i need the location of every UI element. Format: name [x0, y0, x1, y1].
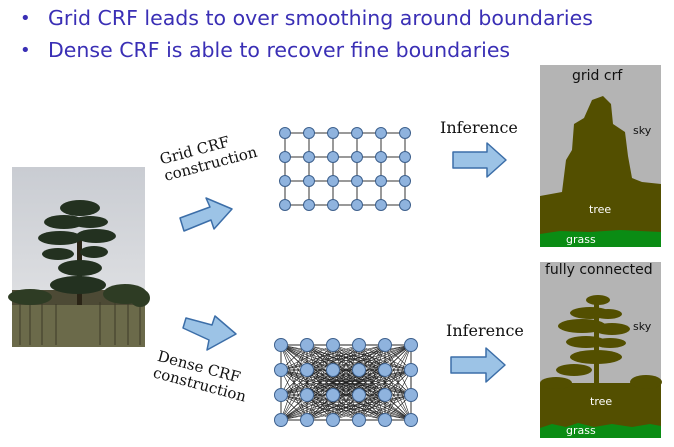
grid-node	[279, 175, 291, 187]
dense-node	[274, 338, 288, 352]
dense-edge	[332, 344, 412, 371]
dense-node	[326, 388, 340, 402]
grid-node	[399, 199, 411, 211]
dense-node	[378, 388, 392, 402]
dense-node	[300, 413, 314, 427]
dense-edge	[358, 394, 412, 421]
grid-crf-title: grid crf	[572, 68, 623, 84]
grid-node	[327, 127, 339, 139]
dense-node	[274, 413, 288, 427]
dense-node	[404, 413, 418, 427]
dense-edge	[280, 369, 334, 396]
grid-node	[303, 127, 315, 139]
fully-connected-title: fully connected	[545, 262, 653, 278]
grid-node	[375, 175, 387, 187]
inference-label-top: Inference	[440, 118, 518, 137]
grid-node	[279, 151, 291, 163]
tree-photo	[8, 167, 150, 347]
dense-edge	[332, 394, 412, 421]
dense-node	[300, 363, 314, 377]
dense-tree-label: tree	[590, 395, 613, 408]
bullet-dot: •	[20, 7, 31, 29]
dense-edge	[306, 394, 412, 421]
dense-node	[326, 338, 340, 352]
dense-node	[404, 338, 418, 352]
dense-node	[352, 363, 366, 377]
grid-node	[303, 175, 315, 187]
dense-node	[300, 338, 314, 352]
dense-node	[326, 363, 340, 377]
grid-sky-label: sky	[633, 124, 652, 137]
dense-node	[378, 338, 392, 352]
dense-grass-label: grass	[566, 424, 596, 437]
dense-edge	[280, 344, 334, 371]
inference-arrow-top	[452, 142, 507, 178]
dense-node	[326, 413, 340, 427]
bullet-dot: •	[20, 39, 31, 61]
grid-tree-label: tree	[589, 203, 612, 216]
grid-node	[303, 199, 315, 211]
dense-node	[404, 388, 418, 402]
dense-node	[352, 413, 366, 427]
dense-edge	[280, 344, 360, 371]
grid-node	[399, 175, 411, 187]
bullet-item: • Grid CRF leads to over smoothing aroun…	[20, 2, 660, 34]
grid-node	[327, 175, 339, 187]
dense-edge	[280, 344, 386, 371]
dense-construction-arrow	[182, 315, 237, 351]
grid-grass-label: grass	[566, 233, 596, 246]
grid-node	[399, 127, 411, 139]
fully-connected-result	[540, 262, 662, 438]
inference-label-bottom: Inference	[446, 321, 524, 340]
dense-node	[378, 363, 392, 377]
grid-crf-result	[540, 65, 661, 247]
dense-node	[274, 363, 288, 377]
bullet-item: • Dense CRF is able to recover fine boun…	[20, 34, 660, 66]
dense-edge	[306, 344, 412, 371]
grid-node	[375, 151, 387, 163]
grid-node	[327, 151, 339, 163]
inference-arrow-bottom	[450, 347, 506, 383]
grid-construction-arrow	[179, 197, 233, 232]
dense-crf-graph	[274, 338, 418, 427]
grid-node	[351, 199, 363, 211]
dense-edge	[332, 369, 412, 396]
dense-edge	[280, 394, 334, 421]
grid-node	[351, 151, 363, 163]
bullet-text: Dense CRF is able to recover fine bounda…	[48, 38, 511, 62]
dense-edge	[306, 369, 412, 396]
dense-node	[352, 338, 366, 352]
dense-edge	[280, 394, 360, 421]
grid-node	[279, 127, 291, 139]
grid-node	[303, 151, 315, 163]
dense-edge	[280, 369, 386, 396]
dense-edge	[280, 394, 386, 421]
grid-node	[375, 199, 387, 211]
grid-node	[279, 199, 291, 211]
grid-node	[399, 151, 411, 163]
dense-edge	[280, 369, 360, 396]
grid-node	[351, 127, 363, 139]
dense-node	[352, 388, 366, 402]
bullet-text: Grid CRF leads to over smoothing around …	[48, 6, 593, 30]
dense-node	[300, 388, 314, 402]
grid-node	[327, 199, 339, 211]
bullet-list: • Grid CRF leads to over smoothing aroun…	[20, 2, 660, 66]
grid-node	[375, 127, 387, 139]
dense-node	[404, 363, 418, 377]
grid-crf-graph	[279, 127, 411, 211]
dense-node	[378, 413, 392, 427]
grid-node	[351, 175, 363, 187]
dense-node	[274, 388, 288, 402]
dense-sky-label: sky	[633, 320, 652, 333]
